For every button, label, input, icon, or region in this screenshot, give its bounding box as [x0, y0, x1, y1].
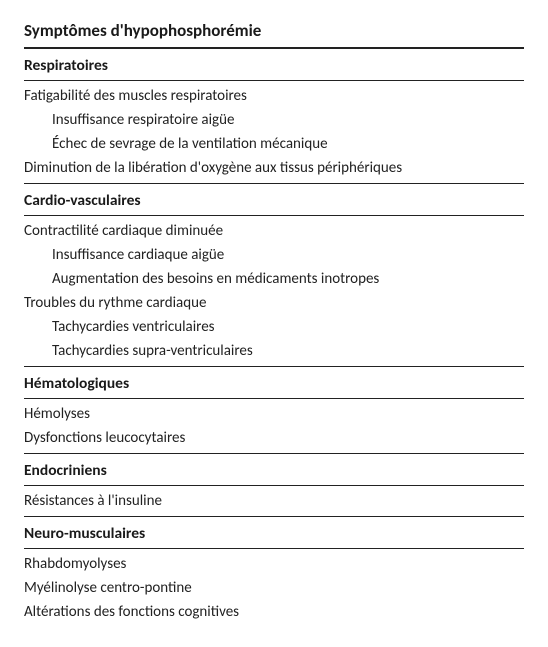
list-item: Myélinolyse centro-pontine — [24, 576, 524, 600]
list-item: Résistances à l'insuline — [24, 489, 524, 513]
list-item: Diminution de la libération d'oxygène au… — [24, 156, 524, 180]
section-header: Cardio-vasculaires — [24, 186, 524, 216]
list-item-sub: Insuffisance cardiaque aigüe — [24, 243, 524, 267]
list-item: Hémolyses — [24, 402, 524, 426]
list-item-sub: Tachycardies ventriculaires — [24, 315, 524, 339]
list-item: Rhabdomyolyses — [24, 552, 524, 576]
sections-container: RespiratoiresFatigabilité des muscles re… — [24, 51, 524, 627]
section-body: Contractilité cardiaque diminuéeInsuffis… — [24, 216, 524, 367]
list-item: Troubles du rythme cardiaque — [24, 291, 524, 315]
section-body: Résistances à l'insuline — [24, 486, 524, 517]
section-body: Fatigabilité des muscles respiratoiresIn… — [24, 81, 524, 184]
section-header: Endocriniens — [24, 456, 524, 486]
list-item-sub: Tachycardies supra-ventriculaires — [24, 339, 524, 363]
section-body: RhabdomyolysesMyélinolyse centro-pontine… — [24, 549, 524, 627]
section-header: Hématologiques — [24, 369, 524, 399]
list-item: Contractilité cardiaque diminuée — [24, 219, 524, 243]
list-item-sub: Insuffisance respiratoire aigüe — [24, 108, 524, 132]
list-item: Altérations des fonctions cognitives — [24, 600, 524, 624]
list-item: Dysfonctions leucocytaires — [24, 426, 524, 450]
page-title: Symptômes d'hypophosphorémie — [24, 18, 524, 49]
section-body: HémolysesDysfonctions leucocytaires — [24, 399, 524, 454]
list-item: Fatigabilité des muscles respiratoires — [24, 84, 524, 108]
list-item-sub: Échec de sevrage de la ventilation mécan… — [24, 132, 524, 156]
document-root: Symptômes d'hypophosphorémie Respiratoir… — [0, 0, 548, 647]
list-item-sub: Augmentation des besoins en médicaments … — [24, 267, 524, 291]
section-header: Neuro-musculaires — [24, 519, 524, 549]
section-header: Respiratoires — [24, 51, 524, 81]
